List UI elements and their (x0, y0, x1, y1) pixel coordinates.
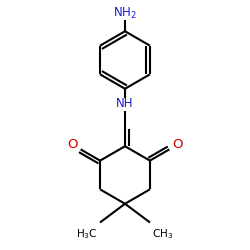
Text: O: O (172, 138, 182, 151)
Text: O: O (68, 138, 78, 151)
Text: H$_3$C: H$_3$C (76, 227, 98, 241)
Text: CH$_3$: CH$_3$ (152, 227, 174, 241)
Text: NH: NH (116, 97, 134, 110)
Text: NH$_2$: NH$_2$ (113, 6, 137, 21)
